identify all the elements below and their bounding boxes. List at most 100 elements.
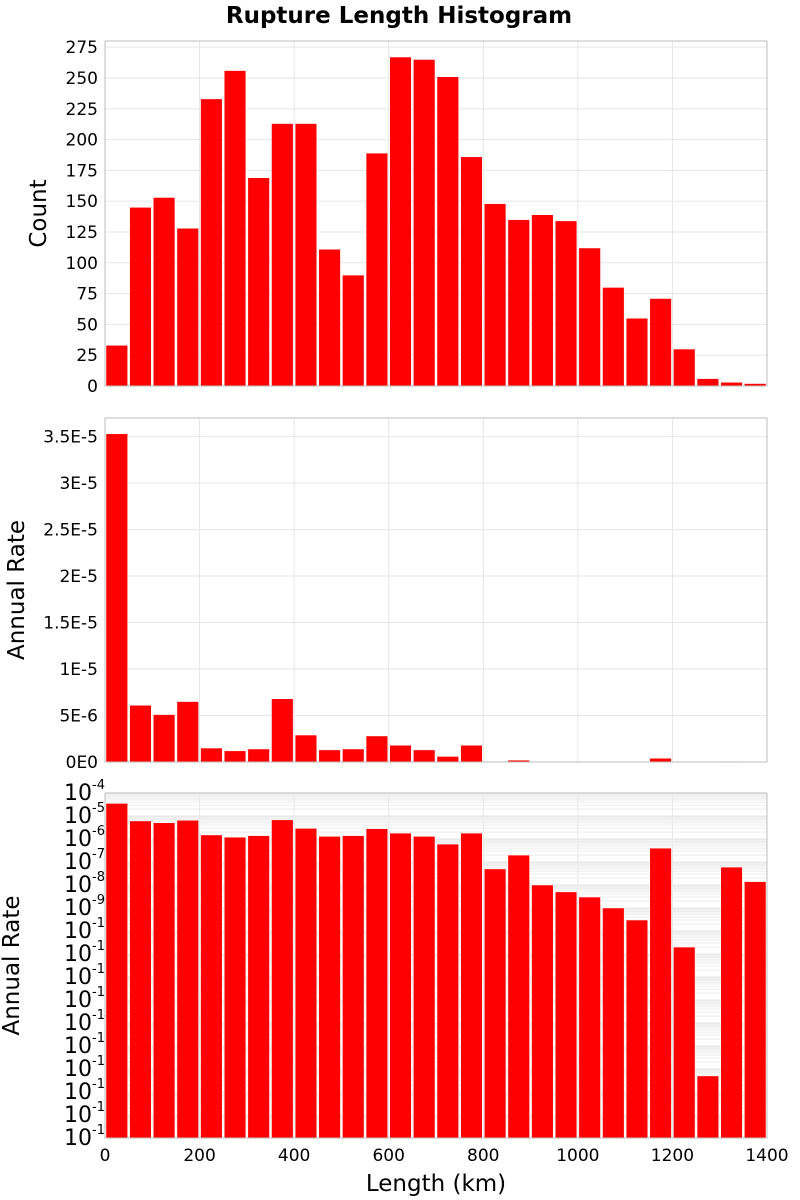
histogram-bar xyxy=(271,698,294,763)
y-tick-label: 10 xyxy=(64,896,92,921)
histogram-bar xyxy=(673,348,696,387)
histogram-bar xyxy=(649,847,672,1139)
y-tick-label: 3E-5 xyxy=(59,474,98,494)
plot-frame xyxy=(104,40,768,387)
y-tick-label: 10 xyxy=(64,1057,92,1082)
x-tick-label: 1400 xyxy=(745,1146,788,1166)
y-tick-label: 75 xyxy=(76,285,98,305)
histogram-bar xyxy=(744,881,767,1139)
histogram-bar xyxy=(365,735,388,763)
y-tick-exponent: -9 xyxy=(92,893,105,908)
histogram-bar xyxy=(460,745,483,763)
histogram-bar xyxy=(436,76,459,387)
histogram-bar xyxy=(389,56,412,387)
histogram-bar xyxy=(531,884,554,1139)
histogram-bar xyxy=(342,274,365,387)
plot-area xyxy=(104,417,768,763)
chart-title: Rupture Length Histogram xyxy=(226,3,572,29)
histogram-bar xyxy=(649,298,672,387)
y-tick-label: 10 xyxy=(64,873,92,898)
histogram-bar xyxy=(223,750,247,763)
x-tick-label: 1000 xyxy=(556,1146,599,1166)
y-tick-label: 10 xyxy=(64,942,92,967)
y-tick-exponent: -8 xyxy=(92,870,105,885)
histogram-bar xyxy=(129,705,152,763)
histogram-bar xyxy=(696,378,719,387)
x-tick-label: 0 xyxy=(100,1146,111,1166)
y-tick-label: 10 xyxy=(64,827,92,852)
y-tick-label: 10 xyxy=(64,919,92,944)
histogram-bar xyxy=(294,828,318,1139)
y-tick-label: 10 xyxy=(64,1011,92,1036)
histogram-bar xyxy=(105,345,128,387)
y-tick-label: 250 xyxy=(66,69,98,89)
histogram-bar xyxy=(696,1075,719,1139)
histogram-bar xyxy=(507,854,530,1139)
y-tick-label: 100 xyxy=(66,254,98,274)
y-tick-label: 10 xyxy=(64,988,92,1013)
histogram-bar xyxy=(294,734,318,763)
histogram-bar xyxy=(153,822,176,1139)
histogram-bar xyxy=(720,382,743,387)
x-tick-label: 800 xyxy=(467,1146,499,1166)
histogram-bar xyxy=(578,247,601,387)
histogram-bar xyxy=(554,220,578,387)
y-tick-label: 10 xyxy=(64,1126,92,1151)
histogram-bar xyxy=(318,749,341,763)
y-tick-label: 125 xyxy=(66,223,98,243)
y-tick-label: 1E-5 xyxy=(59,660,98,680)
histogram-bar xyxy=(673,946,696,1139)
histogram-bar xyxy=(602,907,625,1139)
histogram-bar xyxy=(649,758,672,763)
y-tick-label: 150 xyxy=(66,192,98,212)
y-tick-label: 2.5E-5 xyxy=(43,521,98,541)
y-tick-exponent: -4 xyxy=(92,778,105,793)
histogram-bar xyxy=(389,745,412,763)
y-tick-label: 10 xyxy=(64,781,92,806)
histogram-bar xyxy=(389,832,412,1139)
histogram-bar xyxy=(105,803,128,1139)
y-tick-label: 10 xyxy=(64,1034,92,1059)
plot-frame xyxy=(104,792,768,1139)
histogram-bar xyxy=(578,896,601,1139)
x-axis-title: Length (km) xyxy=(366,1171,506,1197)
histogram-bar xyxy=(460,156,483,387)
y-tick-label: 1.5E-5 xyxy=(43,614,98,634)
histogram-bar xyxy=(413,59,436,387)
x-tick-label: 200 xyxy=(183,1146,215,1166)
y-tick-label: 200 xyxy=(66,131,98,151)
panel-rate-linear-histogram: 0E0 5E-6 1E-5 1.5E-5 2E-5 2.5E-5 3E-5 3.5E-5 Ann… xyxy=(4,417,768,773)
x-tick-label: 400 xyxy=(278,1146,310,1166)
y-tick-label: 175 xyxy=(66,161,98,181)
histogram-bar xyxy=(460,832,483,1139)
histogram-bar xyxy=(176,701,199,763)
histogram-bar xyxy=(342,835,365,1139)
y-tick-label: 225 xyxy=(66,100,98,120)
x-axis: 0 200 400 600 800 1000 1200 1400 xyxy=(100,1146,789,1166)
histogram-bar xyxy=(247,835,270,1139)
y-tick-label: 10 xyxy=(64,850,92,875)
y-tick-label: 275 xyxy=(66,38,98,58)
histogram-bar xyxy=(176,228,199,387)
y-tick-label: 10 xyxy=(64,1103,92,1128)
y-tick-exponent: -5 xyxy=(92,801,105,816)
histogram-bar xyxy=(413,749,436,763)
y-tick-label: 10 xyxy=(64,965,92,990)
y-tick-label: 2E-5 xyxy=(59,567,98,587)
y-tick-label: 10 xyxy=(64,1080,92,1105)
y-tick-label: 5E-6 xyxy=(59,707,98,727)
histogram-bar xyxy=(247,748,270,763)
histogram-bar xyxy=(294,123,318,387)
histogram-bar xyxy=(484,203,507,387)
panel-count-histogram: 0 25 50 75 100 125 150 175 200 225 250 275 Count xyxy=(26,38,768,397)
histogram-bar xyxy=(365,152,388,387)
histogram-bar xyxy=(625,317,649,387)
x-tick-label: 1200 xyxy=(651,1146,694,1166)
histogram-bar xyxy=(223,70,247,387)
y-tick-exponent: -6 xyxy=(92,824,105,839)
y-tick-label: 10 xyxy=(64,804,92,829)
y-tick-exponent: -7 xyxy=(92,847,105,862)
histogram-bar xyxy=(271,123,294,387)
y-tick-label: 50 xyxy=(76,315,98,335)
